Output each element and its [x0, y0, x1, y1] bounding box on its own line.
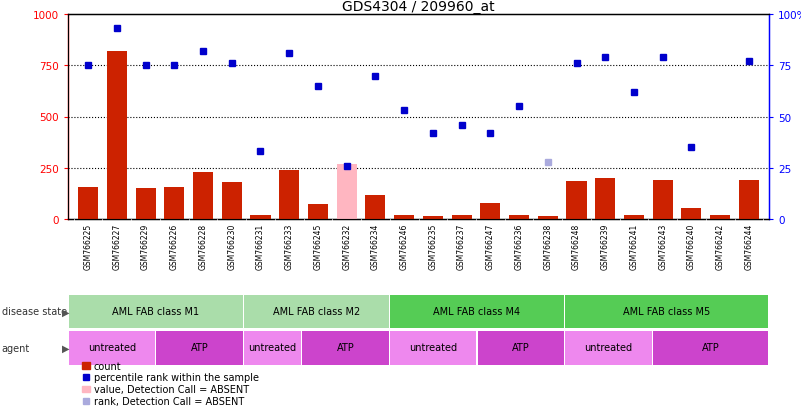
Text: GSM766240: GSM766240: [687, 223, 696, 269]
Text: ATP: ATP: [336, 342, 354, 352]
Text: ATP: ATP: [702, 342, 719, 352]
Bar: [69, 331, 155, 366]
Text: untreated: untreated: [88, 342, 136, 352]
Bar: [509, 215, 529, 219]
Bar: [710, 215, 731, 219]
Text: GSM766246: GSM766246: [400, 223, 409, 269]
Text: GSM766230: GSM766230: [227, 223, 236, 269]
Text: GSM766248: GSM766248: [572, 223, 581, 269]
Text: AML FAB class M1: AML FAB class M1: [112, 306, 199, 316]
Bar: [222, 183, 242, 219]
Text: GSM766229: GSM766229: [141, 223, 150, 269]
Text: GSM766225: GSM766225: [83, 223, 93, 269]
Text: GSM766231: GSM766231: [256, 223, 265, 269]
Bar: [739, 180, 759, 219]
Bar: [653, 180, 673, 219]
Bar: [566, 182, 586, 219]
Bar: [69, 296, 243, 328]
Bar: [537, 216, 557, 219]
Bar: [280, 171, 300, 219]
Bar: [394, 215, 414, 219]
Title: GDS4304 / 209960_at: GDS4304 / 209960_at: [342, 0, 495, 14]
Text: GSM766243: GSM766243: [658, 223, 667, 269]
Text: disease state: disease state: [2, 307, 66, 317]
Bar: [244, 296, 388, 328]
Bar: [653, 331, 768, 366]
Bar: [193, 173, 213, 219]
Text: untreated: untreated: [248, 342, 296, 352]
Bar: [481, 203, 501, 219]
Text: GSM766232: GSM766232: [342, 223, 351, 269]
Bar: [566, 296, 768, 328]
Text: ▶: ▶: [62, 343, 69, 353]
Text: GSM766245: GSM766245: [313, 223, 323, 269]
Bar: [336, 164, 356, 219]
Text: untreated: untreated: [584, 342, 633, 352]
Text: GSM766235: GSM766235: [429, 223, 437, 269]
Bar: [302, 331, 388, 366]
Bar: [566, 331, 651, 366]
Bar: [308, 204, 328, 219]
Bar: [251, 215, 271, 219]
Bar: [244, 331, 301, 366]
Bar: [595, 178, 615, 219]
Bar: [156, 331, 243, 366]
Bar: [390, 296, 564, 328]
Bar: [78, 188, 99, 219]
Text: untreated: untreated: [409, 342, 457, 352]
Text: GSM766242: GSM766242: [715, 223, 725, 269]
Bar: [682, 208, 702, 219]
Text: agent: agent: [2, 343, 30, 353]
Text: GSM766239: GSM766239: [601, 223, 610, 269]
Text: GSM766241: GSM766241: [630, 223, 638, 269]
Text: GSM766233: GSM766233: [284, 223, 294, 269]
Text: AML FAB class M5: AML FAB class M5: [623, 306, 710, 316]
Bar: [452, 215, 472, 219]
Text: AML FAB class M2: AML FAB class M2: [272, 306, 360, 316]
Bar: [336, 214, 356, 219]
Bar: [107, 52, 127, 219]
Bar: [477, 331, 564, 366]
Text: GSM766247: GSM766247: [486, 223, 495, 269]
Text: ATP: ATP: [512, 342, 529, 352]
Bar: [365, 196, 385, 219]
Text: GSM766244: GSM766244: [744, 223, 754, 269]
Text: GSM766226: GSM766226: [170, 223, 179, 269]
Text: GSM766227: GSM766227: [112, 223, 121, 269]
Text: GSM766236: GSM766236: [514, 223, 524, 269]
Text: GSM766238: GSM766238: [543, 223, 552, 269]
Text: GSM766237: GSM766237: [457, 223, 466, 269]
Text: GSM766228: GSM766228: [199, 223, 207, 269]
Text: GSM766234: GSM766234: [371, 223, 380, 269]
Bar: [135, 189, 155, 219]
Bar: [423, 216, 443, 219]
Text: AML FAB class M4: AML FAB class M4: [433, 306, 521, 316]
Text: ▶: ▶: [62, 307, 69, 317]
Bar: [390, 331, 477, 366]
Legend: count, percentile rank within the sample, value, Detection Call = ABSENT, rank, : count, percentile rank within the sample…: [81, 360, 260, 407]
Bar: [164, 188, 184, 219]
Text: ATP: ATP: [191, 342, 208, 352]
Bar: [624, 215, 644, 219]
